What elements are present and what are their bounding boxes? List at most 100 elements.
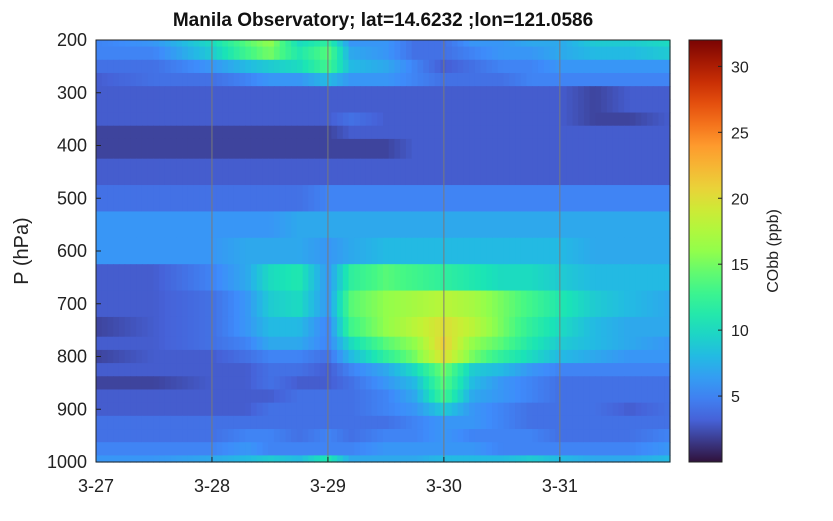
heatmap-cell: [463, 415, 470, 430]
heatmap-cell: [509, 125, 516, 140]
heatmap-cell: [279, 429, 287, 443]
heatmap-cell: [383, 237, 390, 265]
heatmap-cell: [342, 290, 350, 318]
heatmap-cell: [136, 72, 143, 87]
heatmap-cell: [509, 402, 516, 417]
heatmap-cell: [348, 455, 355, 463]
heatmap-cell: [245, 158, 252, 186]
heatmap-cell: [635, 402, 642, 417]
heatmap-cell: [560, 211, 568, 239]
heatmap-cell: [400, 138, 407, 160]
heatmap-cell: [549, 442, 556, 457]
heatmap-cell: [560, 336, 568, 351]
colorbar-tick-label: 15: [731, 257, 749, 274]
heatmap-cell: [647, 40, 654, 48]
heatmap-cell: [624, 40, 631, 48]
heatmap-cell: [664, 40, 671, 48]
heatmap-cell: [652, 59, 660, 74]
heatmap-cell: [147, 59, 154, 74]
heatmap-cell: [618, 138, 625, 160]
heatmap-cell: [601, 316, 608, 338]
heatmap-cell: [296, 349, 304, 364]
heatmap-cell: [423, 185, 430, 213]
heatmap-cell: [136, 40, 143, 48]
heatmap-cell: [446, 264, 453, 292]
heatmap-cell: [463, 442, 470, 457]
heatmap-cell: [124, 336, 132, 351]
heatmap-cell: [199, 316, 206, 338]
heatmap-cell: [239, 72, 246, 87]
heatmap-cell: [595, 349, 602, 364]
heatmap-cell: [164, 264, 172, 292]
heatmap-cell: [560, 415, 568, 430]
heatmap-cell: [205, 363, 212, 377]
heatmap-cell: [549, 158, 556, 186]
heatmap-cell: [164, 211, 172, 239]
heatmap-cell: [583, 72, 591, 87]
heatmap-cell: [354, 86, 361, 100]
heatmap-cell: [170, 211, 177, 239]
heatmap-cell: [606, 376, 614, 391]
heatmap-cell: [319, 316, 327, 338]
heatmap-cell: [331, 46, 338, 61]
heatmap-cell: [325, 455, 332, 463]
heatmap-cell: [182, 290, 189, 318]
heatmap-cell: [256, 402, 264, 417]
heatmap-cell: [262, 290, 269, 318]
heatmap-cell: [532, 349, 539, 364]
heatmap-cell: [170, 40, 177, 48]
heatmap-cell: [400, 316, 407, 338]
heatmap-cell: [239, 442, 246, 457]
heatmap-cell: [256, 264, 264, 292]
heatmap-cell: [383, 363, 390, 377]
heatmap-cell: [543, 455, 551, 463]
heatmap-cell: [394, 363, 401, 377]
heatmap-cell: [658, 46, 665, 61]
heatmap-cell: [228, 349, 235, 364]
heatmap-cell: [331, 125, 338, 140]
heatmap-cell: [124, 40, 132, 48]
heatmap-cell: [647, 455, 654, 463]
heatmap-cell: [325, 402, 332, 417]
heatmap-cell: [480, 211, 487, 239]
heatmap-cell: [337, 402, 344, 417]
heatmap-cell: [187, 349, 195, 364]
heatmap-cell: [216, 59, 223, 74]
heatmap-cell: [606, 316, 614, 338]
heatmap-cell: [141, 46, 149, 61]
heatmap-cell: [526, 389, 533, 404]
heatmap-cell: [153, 125, 160, 140]
heatmap-cell: [256, 59, 264, 74]
heatmap-cell: [113, 376, 120, 391]
heatmap-cell: [497, 138, 505, 160]
heatmap-cell: [469, 389, 476, 404]
heatmap-cell: [147, 402, 154, 417]
heatmap-cell: [635, 185, 642, 213]
heatmap-cell: [601, 336, 608, 351]
heatmap-cell: [302, 455, 309, 463]
heatmap-cell: [423, 40, 430, 48]
heatmap-cell: [618, 336, 625, 351]
heatmap-cell: [147, 290, 154, 318]
heatmap-cell: [210, 40, 218, 48]
heatmap-cell: [130, 376, 137, 391]
heatmap-cell: [388, 336, 396, 351]
heatmap-cell: [187, 86, 195, 100]
heatmap-cell: [492, 138, 499, 160]
heatmap-cell: [371, 336, 378, 351]
heatmap-cell: [262, 86, 269, 100]
heatmap-cell: [497, 336, 505, 351]
heatmap-cell: [652, 429, 660, 443]
heatmap-cell: [629, 376, 637, 391]
heatmap-cell: [635, 99, 642, 114]
heatmap-cell: [566, 415, 574, 430]
heatmap-cell: [342, 112, 350, 127]
heatmap-cell: [578, 237, 585, 265]
heatmap-cell: [555, 376, 562, 391]
heatmap-cell: [555, 185, 562, 213]
heatmap-cell: [388, 40, 396, 48]
heatmap-cell: [428, 211, 436, 239]
heatmap-cell: [348, 429, 355, 443]
heatmap-cell: [417, 442, 424, 457]
heatmap-cell: [641, 389, 648, 404]
